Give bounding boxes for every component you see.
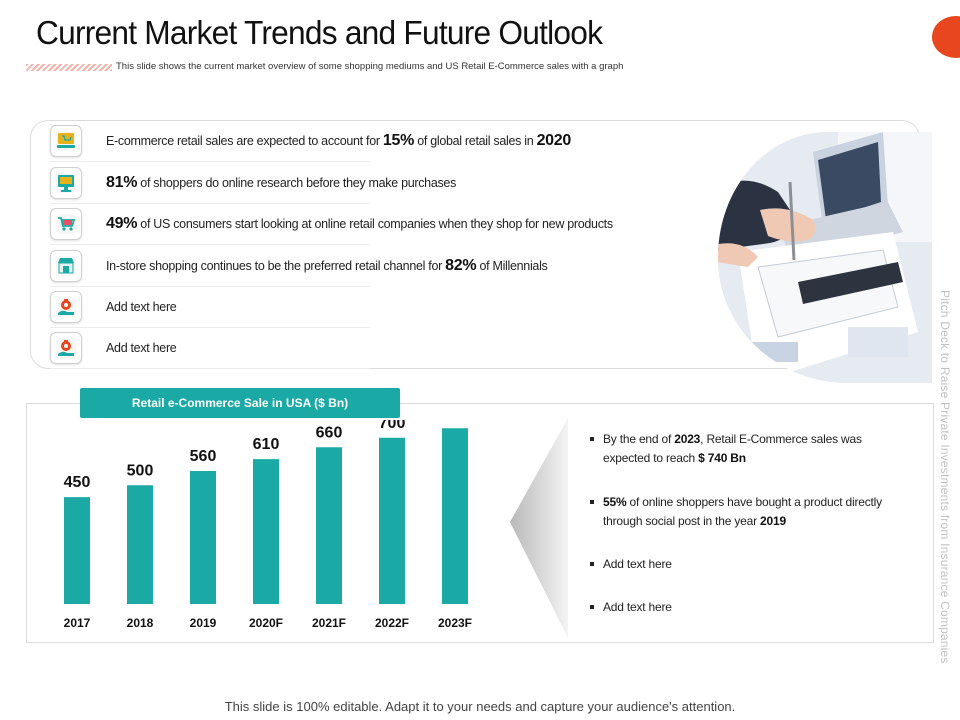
chart-panel [26,403,934,643]
desk-scene-image [718,132,932,383]
page-subtitle: This slide shows the current market over… [116,61,624,72]
side-label: Pitch Deck to Raise Private Investments … [938,290,952,664]
note-item-1: By the end of 2023, Retail E-Commerce sa… [590,430,862,468]
bar-2019 [190,471,216,604]
bar-2017 [64,497,90,604]
chart-title: Retail e-Commerce Sale in USA ($ Bn) [80,388,400,418]
fact-text-4: In-store shopping continues to be the pr… [106,257,548,274]
fact-text-1: E-commerce retail sales are expected to … [106,132,571,149]
data-label-2018: 500 [127,462,154,479]
icon-box-6 [50,332,82,364]
bar-2021F [316,447,342,604]
data-label-2020F: 610 [253,436,280,453]
note-item-3: Add text here [590,555,672,574]
note-item-2: 55% of online shoppers have bought a pro… [590,493,882,531]
icon-box-5 [50,291,82,323]
storefront-icon [56,256,76,276]
fact-text-2: 81% of shoppers do online research befor… [106,174,457,191]
note-item-4: Add text here [590,598,672,617]
fact-row-6: Add text here [50,331,730,369]
data-label-2019: 560 [190,448,217,465]
title-stripe-decoration [26,64,112,71]
business-photo [718,132,932,383]
bar-2023F [442,428,468,604]
callout-wedge-decoration [510,418,568,638]
fact-text-5: Add text here [106,300,177,314]
x-tick-label-2021F: 2021F [312,616,346,630]
bar-2018 [127,485,153,604]
x-tick-label-2019: 2019 [190,616,217,630]
bar-2020F [253,459,279,604]
money-bag-hand-icon [56,297,76,317]
x-tick-label-2020F: 2020F [249,616,283,630]
icon-box-2 [50,167,82,199]
bar-2022F [379,437,405,604]
fact-text-6: Add text here [106,341,177,355]
laptop-cart-icon [56,131,76,151]
shopping-cart-icon [56,214,76,234]
page-title: Current Market Trends and Future Outlook [36,14,603,51]
x-tick-label-2017: 2017 [64,616,91,630]
footer-note: This slide is 100% editable. Adapt it to… [224,699,736,714]
fact-row-1: E-commerce retail sales are expected to … [50,124,730,162]
bar-chart: 450 2017 500 2018 560 2019 610 2020F 660 2021F 700… [64,420,472,630]
icon-box-3 [50,208,82,240]
icon-box-1 [50,125,82,157]
fact-row-3: 49% of US consumers start looking at onl… [50,207,730,245]
data-label-2021F: 660 [316,424,343,441]
data-label-2023F: 740 [442,420,469,422]
x-tick-label-2023F: 2023F [438,616,472,630]
x-tick-label-2022F: 2022F [375,616,409,630]
fact-text-3: 49% of US consumers start looking at onl… [106,215,613,232]
icon-box-4 [50,250,82,282]
fact-row-5: Add text here [50,290,730,328]
corner-circle-decoration [932,16,960,58]
data-label-2022F: 700 [379,420,406,432]
monitor-cart-icon [56,173,76,193]
fact-row-2: 81% of shoppers do online research befor… [50,166,730,204]
data-label-2017: 450 [64,474,91,491]
money-bag-hand-icon [56,338,76,358]
fact-row-4: In-store shopping continues to be the pr… [50,249,730,287]
x-tick-label-2018: 2018 [127,616,154,630]
